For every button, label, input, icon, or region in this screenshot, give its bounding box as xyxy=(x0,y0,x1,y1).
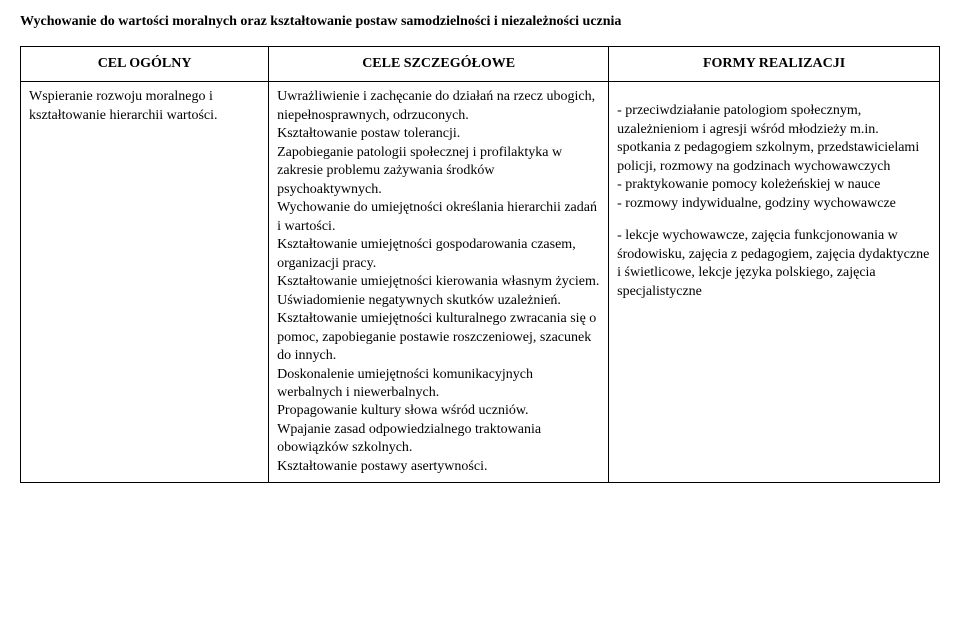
cell-general: Wspieranie rozwoju moralnego i kształtow… xyxy=(21,82,269,483)
cell-forms: - przeciwdziałanie patologiom społecznym… xyxy=(609,82,940,483)
specific-item: Propagowanie kultury słowa wśród uczniów… xyxy=(277,402,600,420)
forms-item: - lekcje wychowawcze, zajęcia funkcjonow… xyxy=(617,227,931,301)
specific-item: Uświadomienie negatywnych skutków uzależ… xyxy=(277,292,600,310)
specific-item: Kształtowanie umiejętności kierowania wł… xyxy=(277,273,600,291)
header-general: CEL OGÓLNY xyxy=(21,47,269,82)
spacer xyxy=(617,213,931,227)
table-row: Wspieranie rozwoju moralnego i kształtow… xyxy=(21,82,940,483)
specific-item: Wychowanie do umiejętności określania hi… xyxy=(277,199,600,236)
general-goal-text: Wspieranie rozwoju moralnego i kształtow… xyxy=(29,88,260,125)
spacer xyxy=(617,88,931,102)
header-specific: CELE SZCZEGÓŁOWE xyxy=(269,47,609,82)
specific-item: Uwrażliwienie i zachęcanie do działań na… xyxy=(277,88,600,125)
specific-item: Kształtowanie umiejętności kulturalnego … xyxy=(277,310,600,365)
specific-item: Kształtowanie postaw tolerancji. xyxy=(277,125,600,143)
forms-item: - przeciwdziałanie patologiom społecznym… xyxy=(617,102,931,176)
document-title: Wychowanie do wartości moralnych oraz ks… xyxy=(20,14,940,30)
forms-item: - praktykowanie pomocy koleżeńskiej w na… xyxy=(617,176,931,194)
specific-item: Kształtowanie umiejętności gospodarowani… xyxy=(277,236,600,273)
specific-item: Zapobieganie patologii społecznej i prof… xyxy=(277,144,600,199)
forms-item: - rozmowy indywidualne, godziny wychowaw… xyxy=(617,195,931,213)
cell-specific: Uwrażliwienie i zachęcanie do działań na… xyxy=(269,82,609,483)
specific-item: Kształtowanie postawy asertywności. xyxy=(277,458,600,476)
specific-item: Wpajanie zasad odpowiedzialnego traktowa… xyxy=(277,421,600,458)
content-table: CEL OGÓLNY CELE SZCZEGÓŁOWE FORMY REALIZ… xyxy=(20,46,940,483)
specific-item: Doskonalenie umiejętności komunikacyjnyc… xyxy=(277,366,600,403)
header-forms: FORMY REALIZACJI xyxy=(609,47,940,82)
